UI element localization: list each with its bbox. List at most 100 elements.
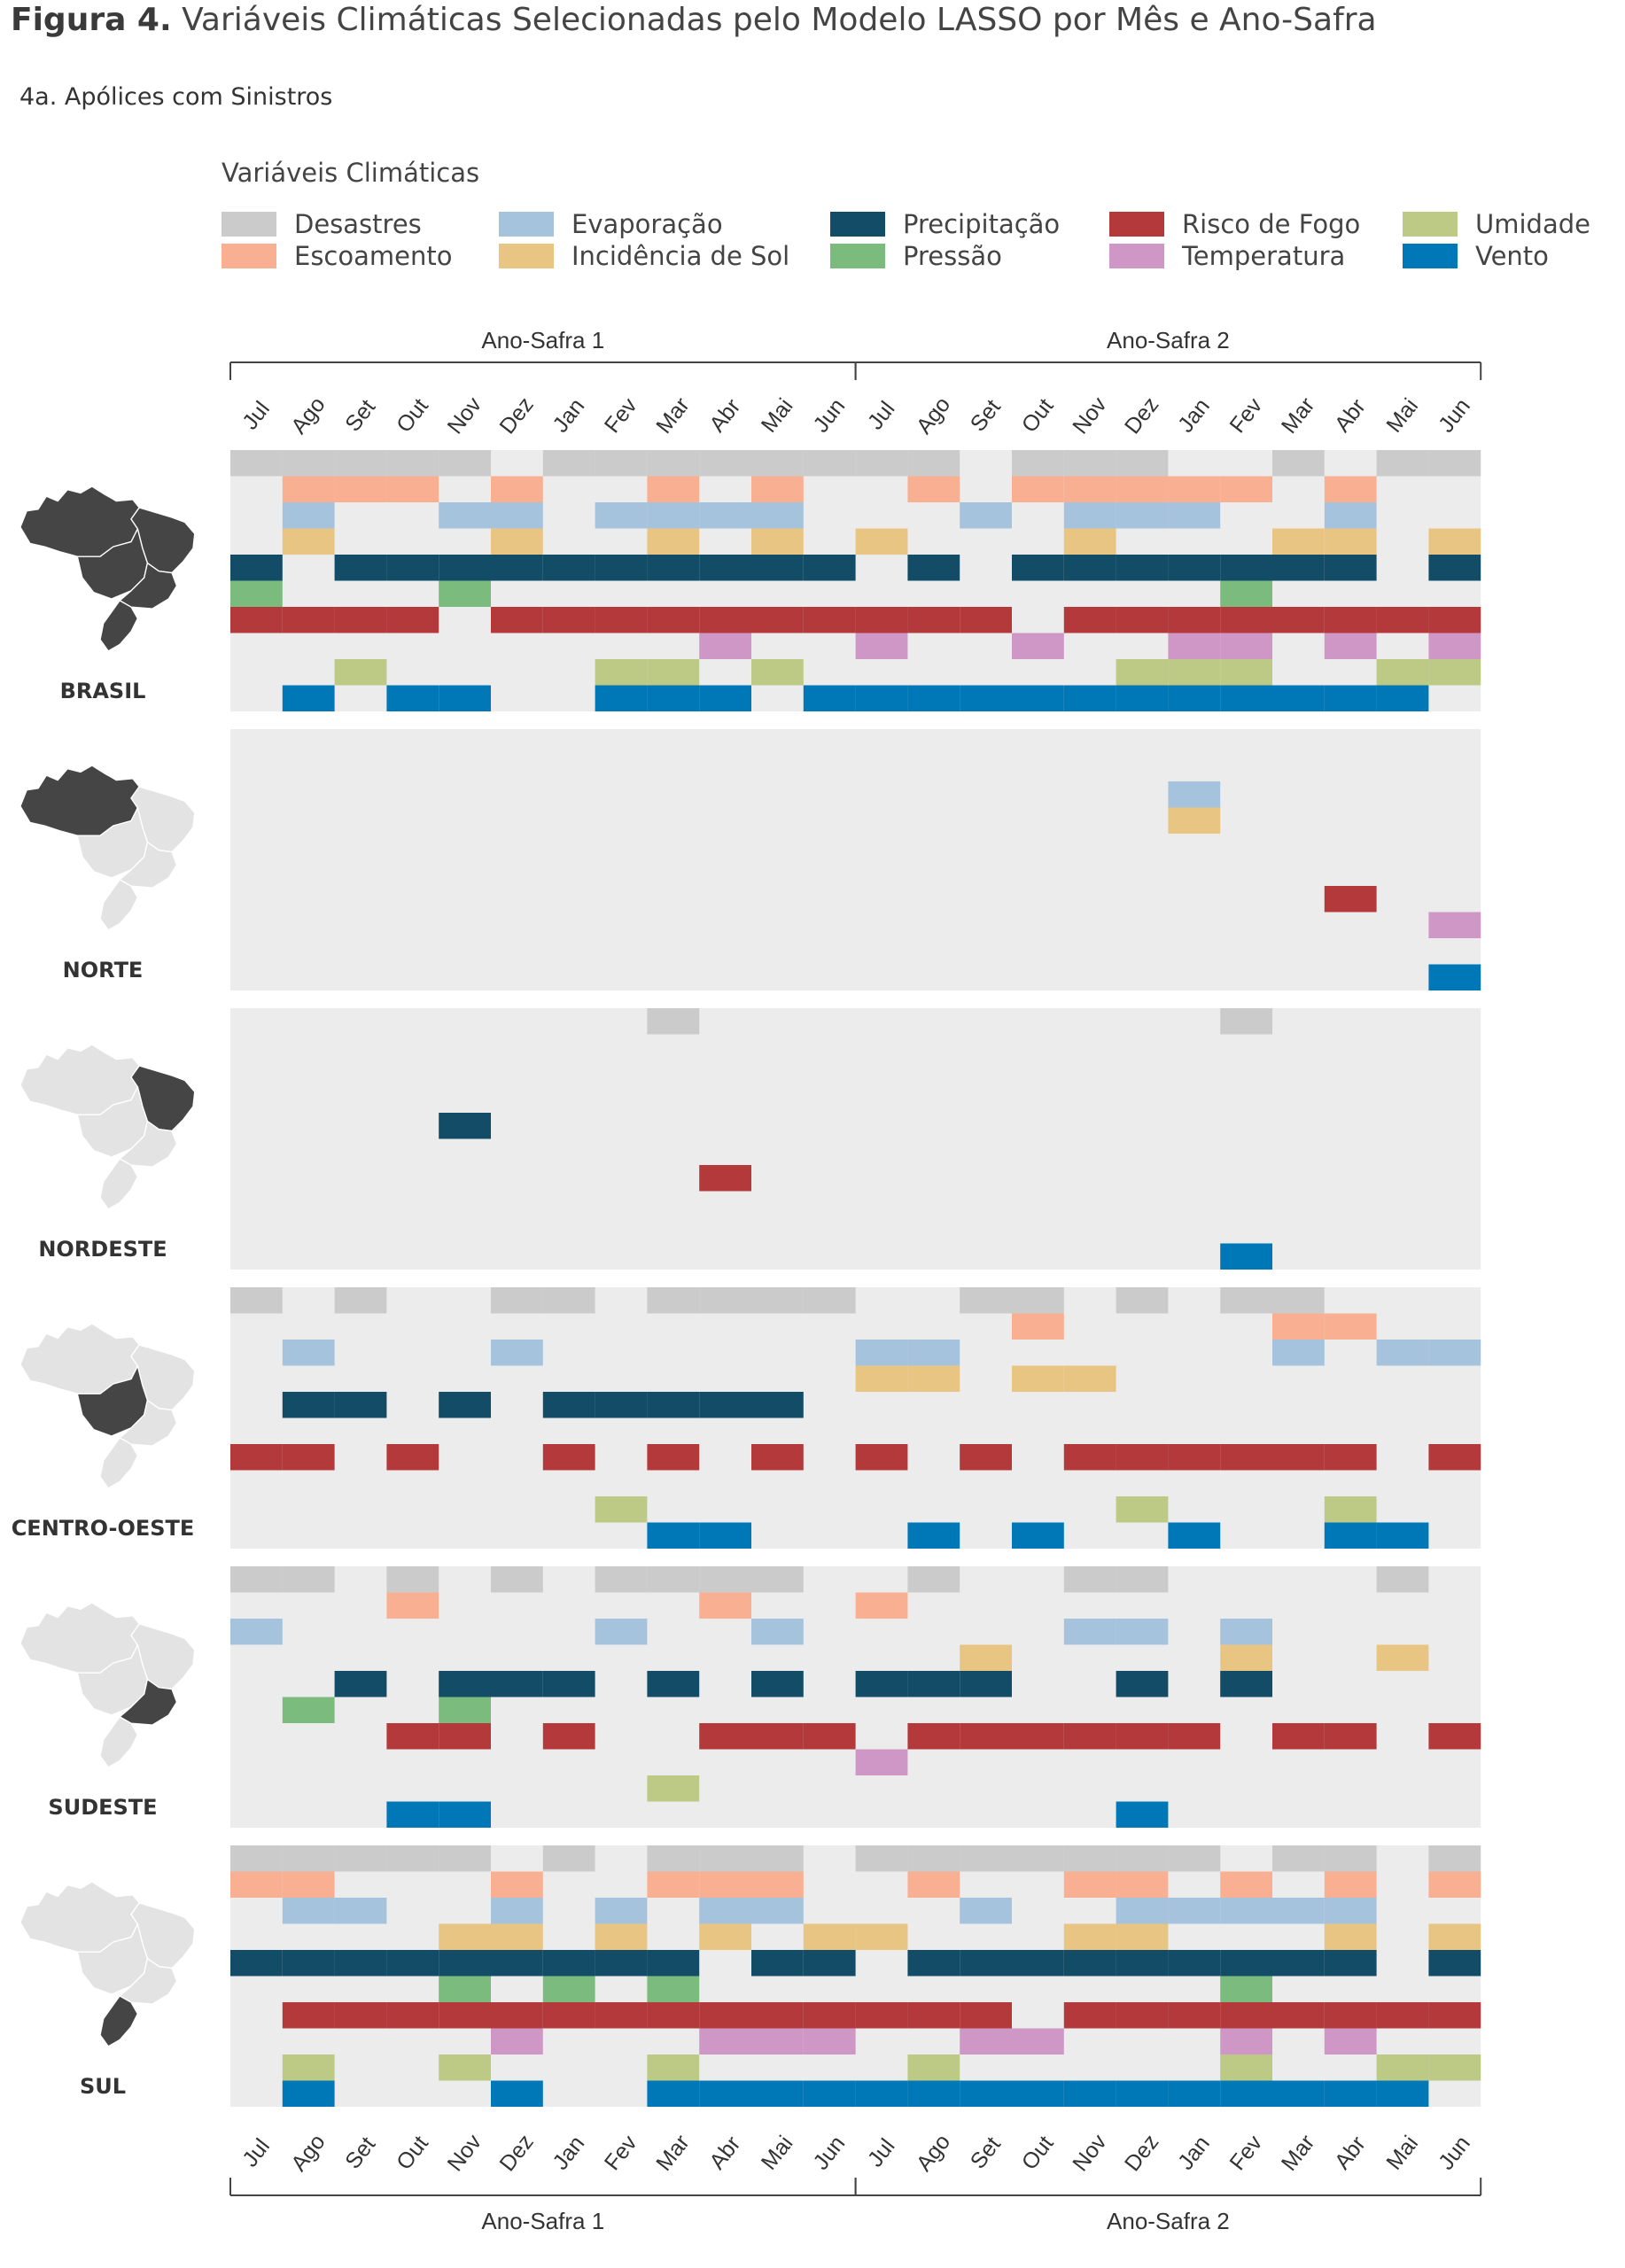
cell-sul-precipitação-jan-6	[542, 1950, 595, 1977]
cell-centro-oeste-risco-de-fogo-abr-21	[1324, 1444, 1377, 1471]
map-part-sul	[99, 879, 139, 931]
cell-brasil-escoamento-nov-16	[1063, 476, 1116, 502]
cell-brasil-risco-de-fogo-fev-19	[1220, 607, 1272, 633]
cell-brasil-desastres-mar-8	[647, 450, 700, 477]
cell-sudeste-risco-de-fogo-mai-10	[751, 1723, 804, 1750]
legend-item-temperatura: Temperatura	[1109, 241, 1345, 271]
cell-sudeste-desastres-ago-13	[907, 1566, 960, 1593]
cell-brasil-escoamento-jan-18	[1168, 476, 1221, 502]
cell-brasil-vento-out-3	[386, 685, 439, 711]
cell-sul-risco-de-fogo-fev-7	[595, 2002, 648, 2029]
map-norte-icon	[19, 765, 196, 931]
cell-sul-desastres-jan-18	[1168, 1845, 1221, 1872]
region-label-sul: SUL	[80, 2074, 126, 2099]
map-nordeste-icon	[19, 1044, 196, 1210]
cell-sudeste-pressão-ago-1	[282, 1697, 335, 1723]
cell-brasil-vento-nov-16	[1063, 685, 1116, 711]
cell-sul-risco-de-fogo-jun-11	[803, 2002, 856, 2029]
cell-sul-incidência-de-sol-abr-21	[1324, 1923, 1377, 1950]
cell-sul-precipitação-jul-0	[230, 1950, 283, 1977]
cell-norte-vento-jun-23	[1428, 964, 1481, 990]
cell-sul-precipitação-mai-10	[751, 1950, 804, 1977]
cell-sul-temperatura-fev-19	[1220, 2028, 1272, 2054]
month-label-bottom-9: Abr	[704, 2132, 745, 2174]
map-sul-icon	[19, 1881, 196, 2047]
cell-sudeste-risco-de-fogo-jun-11	[803, 1723, 856, 1750]
legend-swatch	[499, 212, 554, 237]
cell-sul-risco-de-fogo-jan-6	[542, 2002, 595, 2029]
map-brasil-icon	[19, 485, 196, 652]
legend-swatch	[1403, 244, 1458, 268]
cell-brasil-risco-de-fogo-ago-13	[907, 607, 960, 633]
cell-brasil-umidade-jan-18	[1168, 659, 1221, 686]
month-label-top-7: Fev	[600, 393, 642, 438]
cell-centro-oeste-escoamento-abr-21	[1324, 1313, 1377, 1340]
cell-sul-risco-de-fogo-jan-18	[1168, 2002, 1221, 2029]
cell-centro-oeste-escoamento-mar-20	[1272, 1313, 1325, 1340]
cell-brasil-risco-de-fogo-jun-23	[1428, 607, 1481, 633]
cell-centro-oeste-evaporação-mar-20	[1272, 1340, 1325, 1366]
cell-brasil-temperatura-out-15	[1012, 633, 1064, 659]
cell-brasil-risco-de-fogo-dez-17	[1116, 607, 1169, 633]
cell-sul-vento-mar-20	[1272, 2080, 1325, 2107]
cell-brasil-umidade-set-2	[334, 659, 387, 686]
cell-sul-escoamento-dez-5	[491, 1871, 543, 1898]
cell-sul-precipitação-dez-5	[491, 1950, 543, 1977]
cell-centro-oeste-risco-de-fogo-set-14	[960, 1444, 1012, 1471]
cell-centro-oeste-risco-de-fogo-jul-0	[230, 1444, 283, 1471]
cell-sul-desastres-abr-21	[1324, 1845, 1377, 1872]
cell-sudeste-desastres-fev-7	[595, 1566, 648, 1593]
cell-brasil-risco-de-fogo-fev-7	[595, 607, 648, 633]
map-part-sudeste	[119, 841, 178, 889]
cell-brasil-risco-de-fogo-out-3	[386, 607, 439, 633]
cell-centro-oeste-desastres-set-14	[960, 1287, 1012, 1314]
cell-sul-evaporação-fev-19	[1220, 1898, 1272, 1924]
map-sudeste-icon	[19, 1602, 196, 1768]
cell-sul-risco-de-fogo-dez-17	[1116, 2002, 1169, 2029]
cell-sul-vento-nov-16	[1063, 2080, 1116, 2107]
legend-swatch	[1109, 244, 1164, 268]
legend-swatch	[499, 244, 554, 268]
cell-sul-evaporação-set-2	[334, 1898, 387, 1924]
cell-sul-evaporação-dez-5	[491, 1898, 543, 1924]
cell-sul-incidência-de-sol-nov-4	[439, 1923, 491, 1950]
map-part-sul	[99, 1995, 139, 2047]
map-part-sul	[99, 1437, 139, 1489]
cell-sul-precipitação-jun-23	[1428, 1950, 1481, 1977]
cell-sul-desastres-jun-23	[1428, 1845, 1481, 1872]
cell-centro-oeste-desastres-mai-10	[751, 1287, 804, 1314]
cell-sul-temperatura-dez-5	[491, 2028, 543, 2054]
cell-sudeste-evaporação-nov-16	[1063, 1619, 1116, 1645]
cell-sudeste-vento-nov-4	[439, 1801, 491, 1828]
cell-brasil-precipitação-dez-17	[1116, 555, 1169, 581]
cell-nordeste-desastres-mar-8	[647, 1008, 700, 1035]
cell-sul-desastres-set-2	[334, 1845, 387, 1872]
month-label-bottom-13: Ago	[912, 2130, 955, 2176]
cell-sul-evaporação-dez-17	[1116, 1898, 1169, 1924]
month-label-bottom-16: Nov	[1068, 2130, 1112, 2177]
cell-sul-risco-de-fogo-mai-10	[751, 2002, 804, 2029]
cell-sul-risco-de-fogo-jul-12	[855, 2002, 908, 2029]
cell-sudeste-pressão-nov-4	[439, 1697, 491, 1723]
legend-swatch	[830, 244, 885, 268]
cell-sudeste-risco-de-fogo-mar-20	[1272, 1723, 1325, 1750]
cell-centro-oeste-escoamento-out-15	[1012, 1313, 1064, 1340]
legend-item-incidencia-de-sol: Incidência de Sol	[499, 241, 789, 271]
cell-centro-oeste-vento-abr-9	[699, 1522, 751, 1549]
cell-brasil-escoamento-out-3	[386, 476, 439, 502]
cell-sudeste-escoamento-jul-12	[855, 1592, 908, 1619]
cell-centro-oeste-desastres-jul-0	[230, 1287, 283, 1314]
cell-sul-escoamento-dez-17	[1116, 1871, 1169, 1898]
cell-sul-precipitação-set-2	[334, 1950, 387, 1977]
month-label-top-5: Dez	[494, 392, 538, 439]
cell-brasil-pressão-fev-19	[1220, 580, 1272, 607]
region-label-norte: NORTE	[63, 958, 144, 983]
cell-sul-desastres-mar-8	[647, 1845, 700, 1872]
month-label-bottom-1: Ago	[286, 2130, 330, 2176]
cell-sul-risco-de-fogo-jun-23	[1428, 2002, 1481, 2029]
legend-label: Umidade	[1475, 209, 1590, 239]
cell-sul-incidência-de-sol-fev-7	[595, 1923, 648, 1950]
month-label-bottom-20: Mar	[1277, 2130, 1320, 2175]
cell-centro-oeste-precipitação-fev-7	[595, 1392, 648, 1418]
cell-brasil-vento-out-15	[1012, 685, 1064, 711]
